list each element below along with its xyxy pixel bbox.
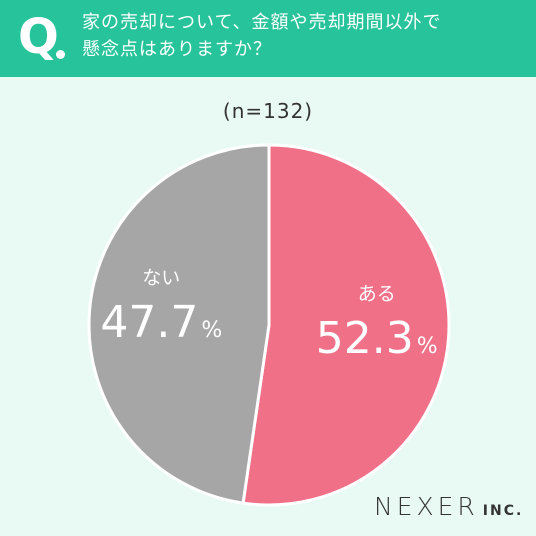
slice-2-value-unit: %: [201, 318, 222, 343]
pie-slice-1: [241, 143, 451, 507]
question-text: 家の売却について、金額や売却期間以外で 懸念点はありますか？: [82, 9, 522, 63]
question-mark-dot: [56, 50, 65, 59]
logo-sub-text: INC.: [482, 503, 524, 519]
slice-1-category-label: ある: [358, 283, 396, 305]
question-line-2: 懸念点はありますか？: [82, 39, 272, 60]
sample-size: (n=132): [222, 99, 314, 123]
question-line-1: 家の売却について、金額や売却期間以外で: [82, 12, 442, 33]
slice-2-category-label: ない: [142, 267, 180, 289]
slice-1-value-label: 52.3%: [316, 313, 438, 364]
question-mark-letter: Q: [18, 9, 59, 65]
question-header: Q 家の売却について、金額や売却期間以外で 懸念点はありますか？: [0, 0, 536, 77]
logo-main-text: NEXER: [374, 492, 479, 521]
slice-1-value-unit: %: [417, 334, 438, 359]
slice-1-value-number: 52.3: [316, 313, 414, 364]
nexer-logo: NEXER INC.: [374, 492, 523, 522]
slice-2-value-number: 47.7: [100, 297, 198, 348]
slice-2-value-label: 47.7%: [100, 297, 222, 348]
pie-slice-2: [87, 143, 271, 505]
